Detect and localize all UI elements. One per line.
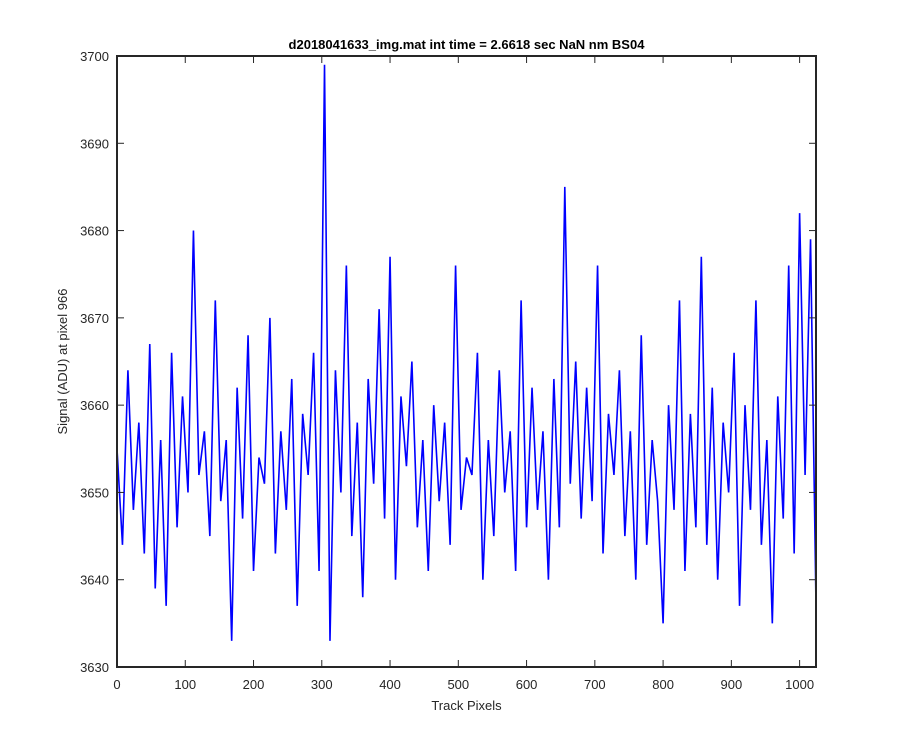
y-tick-label: 3640 bbox=[80, 573, 109, 588]
chart-title: d2018041633_img.mat int time = 2.6618 se… bbox=[289, 37, 646, 52]
y-tick-label: 3690 bbox=[80, 136, 109, 151]
plot-area-background bbox=[117, 56, 816, 667]
x-axis-label: Track Pixels bbox=[431, 698, 502, 713]
x-tick-label: 900 bbox=[721, 677, 743, 692]
plot-area-box bbox=[116, 55, 817, 668]
x-tick-label: 0 bbox=[113, 677, 120, 692]
x-tick-label: 300 bbox=[311, 677, 333, 692]
x-tick-label: 600 bbox=[516, 677, 538, 692]
x-tick-label: 1000 bbox=[785, 677, 814, 692]
x-tick-label: 200 bbox=[243, 677, 265, 692]
x-tick-label: 700 bbox=[584, 677, 606, 692]
y-tick-label: 3670 bbox=[80, 311, 109, 326]
y-axis-label: Signal (ADU) at pixel 966 bbox=[55, 289, 70, 435]
x-axis: 0 100 200 300 400 500 600 700 800 900 1000 bbox=[113, 56, 814, 692]
y-tick-label: 3650 bbox=[80, 485, 109, 500]
series-layer bbox=[116, 64, 817, 641]
x-tick-label: 500 bbox=[447, 677, 469, 692]
series-line-0 bbox=[116, 64, 817, 641]
x-tick-label: 800 bbox=[652, 677, 674, 692]
x-tick-label: 100 bbox=[174, 677, 196, 692]
y-tick-label: 3630 bbox=[80, 660, 109, 675]
y-tick-label: 3700 bbox=[80, 49, 109, 64]
x-tick-label: 400 bbox=[379, 677, 401, 692]
y-axis: 3630 3640 3650 3660 3670 3680 3690 3700 bbox=[80, 49, 816, 675]
y-tick-label: 3680 bbox=[80, 224, 109, 239]
y-tick-label: 3660 bbox=[80, 398, 109, 413]
